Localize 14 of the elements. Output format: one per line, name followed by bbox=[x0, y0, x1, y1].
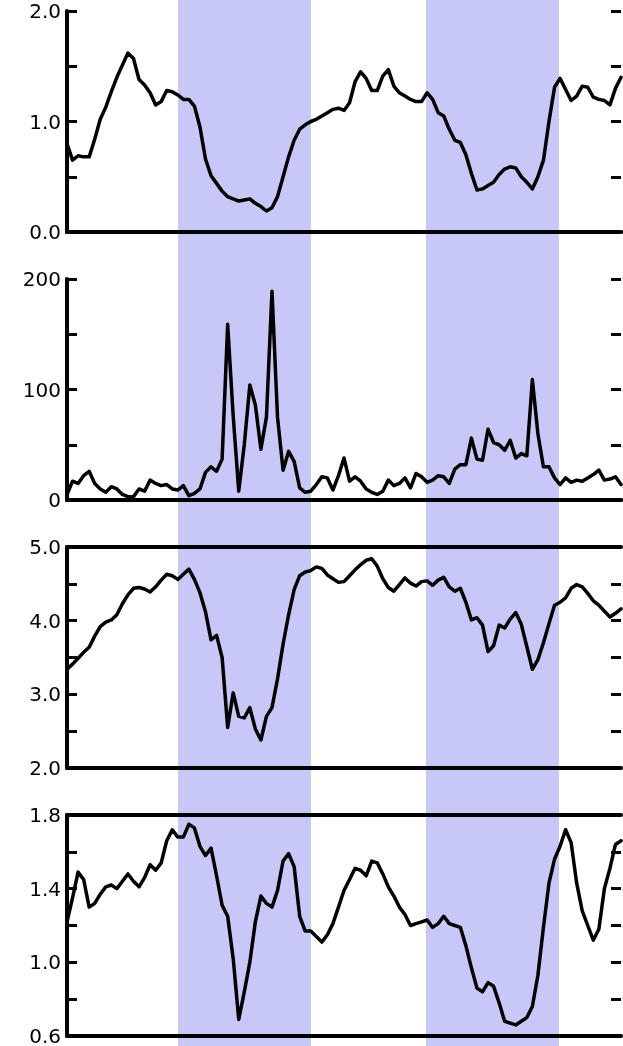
y-tick-label: 1.8 bbox=[29, 803, 61, 827]
y-tick-label: 1.4 bbox=[29, 876, 61, 901]
y-tick-label: 3.0 bbox=[29, 682, 61, 707]
y-tick-label: 0.0 bbox=[29, 220, 61, 244]
y-tick-label: 4.0 bbox=[29, 608, 61, 633]
y-tick-label: 0 bbox=[48, 488, 61, 512]
y-tick-label: 2.0 bbox=[29, 0, 61, 23]
y-tick-label: 1.0 bbox=[29, 109, 61, 134]
y-tick-label: 5.0 bbox=[29, 535, 61, 559]
y-tick-label: 200 bbox=[22, 267, 61, 291]
y-tick-label: 0.6 bbox=[29, 1024, 61, 1046]
y-tick-label: 100 bbox=[22, 377, 61, 402]
y-tick-label: 1.0 bbox=[29, 950, 61, 975]
y-tick-label: 2.0 bbox=[29, 756, 61, 780]
